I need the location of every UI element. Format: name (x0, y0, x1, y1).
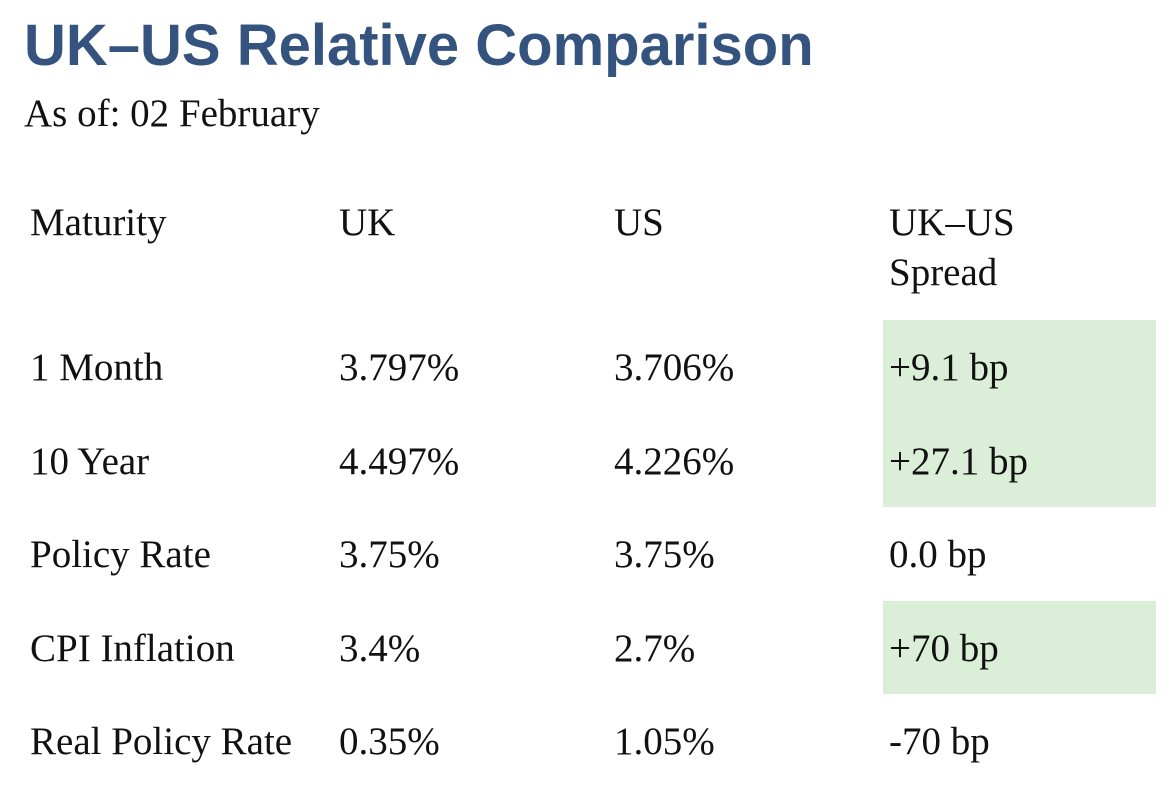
spread-highlight-block-2 (883, 601, 1156, 694)
row-spread-value: +9.1 bp (889, 346, 1009, 389)
as-of-date: As of: 02 February (24, 92, 320, 135)
header-spread-line2: Spread (889, 251, 998, 294)
page-title: UK–US Relative Comparison (24, 13, 814, 78)
row-spread-value: -70 bp (889, 720, 990, 763)
row-maturity: 1 Month (30, 346, 164, 389)
header-us: US (614, 201, 664, 244)
row-us-value: 3.75% (614, 533, 715, 576)
row-maturity: Policy Rate (30, 533, 211, 576)
row-uk-value: 3.75% (339, 533, 440, 576)
header-uk: UK (339, 201, 396, 244)
row-uk-value: 0.35% (339, 720, 440, 763)
row-uk-value: 3.4% (339, 627, 421, 670)
row-maturity: Real Policy Rate (30, 720, 293, 763)
row-spread-value: +27.1 bp (889, 440, 1028, 483)
row-us-value: 4.226% (614, 440, 735, 483)
row-spread-value: 0.0 bp (889, 533, 987, 576)
spread-highlight-block-1 (883, 320, 1156, 507)
row-uk-value: 3.797% (339, 346, 460, 389)
row-maturity: 10 Year (30, 440, 150, 483)
row-us-value: 2.7% (614, 627, 696, 670)
row-uk-value: 4.497% (339, 440, 460, 483)
row-us-value: 3.706% (614, 346, 735, 389)
row-maturity: CPI Inflation (30, 627, 235, 670)
header-maturity: Maturity (30, 201, 167, 244)
header-spread-line1: UK–US (889, 201, 1015, 244)
row-us-value: 1.05% (614, 720, 715, 763)
row-spread-value: +70 bp (889, 627, 999, 670)
